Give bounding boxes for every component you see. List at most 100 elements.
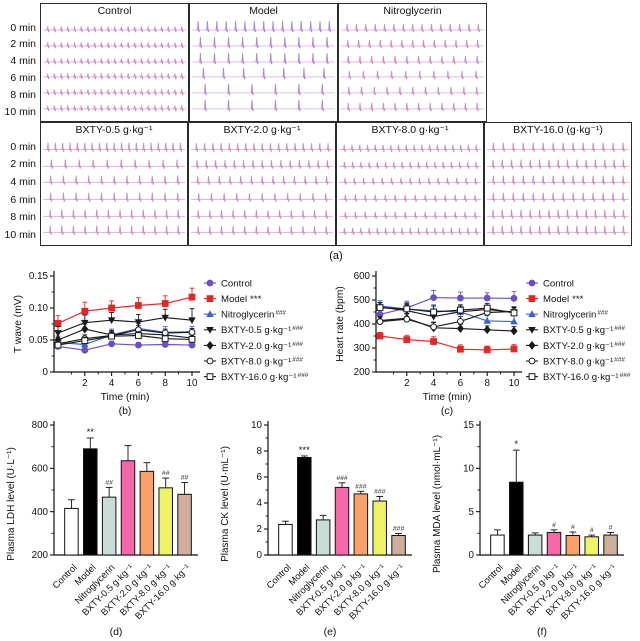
ecg-box-title: BXTY-8.0 g·kg⁻¹ [371, 124, 449, 136]
significance-mark: # [552, 522, 556, 529]
bar-bxty-2.0-g-kg-: # [565, 524, 581, 556]
marker-circle-icon [528, 279, 536, 287]
ecg-spikes [196, 20, 332, 33]
ecg-spikes [49, 175, 180, 186]
series-model [376, 331, 518, 354]
y-tick-label: 600 [32, 464, 49, 475]
legend-sig: ### [275, 310, 286, 317]
bar-nitroglycerin [527, 532, 543, 556]
legend-label: BXTY-16.0 g·kg⁻¹### [543, 372, 631, 383]
marker-circle-icon [430, 323, 437, 331]
y-tick-label: 200 [354, 367, 371, 378]
series-bxty-16.0-g-kg- [54, 331, 196, 349]
series-nitroglycerin [54, 322, 196, 348]
y-tick-label: 0 [469, 550, 475, 561]
marker-square-icon [376, 332, 384, 340]
x-axis-label: Time (min) [101, 392, 150, 403]
ecg-spikes [198, 36, 330, 49]
legend-entry: Nitroglycerin### [204, 310, 286, 321]
panel-label: (d) [110, 626, 123, 638]
ecg-trace [43, 192, 185, 202]
marker-square-icon [457, 345, 464, 353]
bar-bxty-0.5-g-kg-: # [546, 522, 562, 556]
significance-mark: ### [355, 483, 367, 490]
ecg-box-title: Model [249, 5, 278, 17]
ecg-spikes [196, 226, 329, 236]
ecg-spikes [343, 178, 478, 186]
series-control [376, 289, 518, 318]
y-tick-label: 6 [257, 472, 263, 483]
bar [603, 534, 618, 556]
bar-bxty-2.0-g-kg- [139, 462, 155, 556]
bar [584, 536, 599, 556]
bar [83, 448, 98, 556]
marker-square-icon [54, 341, 62, 349]
marker-square-icon [457, 306, 464, 314]
significance-mark: ## [105, 479, 113, 486]
bar-control [278, 520, 293, 556]
bar [334, 486, 350, 556]
bar-bxty-0.5-g-kg-: ### [334, 475, 350, 556]
panel-c-linechart-heartrate: 200 300 400 500 600 2 4 6 8 10 Heart rate (bpm) Tim… [330, 266, 640, 421]
series-line [379, 310, 515, 328]
ecg-spikes [203, 100, 325, 112]
series-control [54, 340, 196, 354]
significance-mark: ### [374, 489, 386, 496]
marker-diamond-icon [81, 324, 89, 334]
marker-triangle-icon [206, 310, 214, 318]
y-tick-label: 600 [354, 271, 371, 282]
bar-control [64, 499, 79, 556]
marker-triangle-down-icon [206, 326, 214, 334]
bar [353, 493, 369, 556]
ecg-box-title: BXTY-16.0 (g·kg⁻¹) [513, 124, 603, 136]
y-tick-label: 200 [32, 550, 49, 561]
y-axis-label: Plasma LDH level (U·L⁻¹) [6, 447, 17, 561]
significance-mark: *** [299, 445, 310, 456]
ecg-trace [43, 89, 186, 96]
legend-label: BXTY-2.0 g·kg⁻¹### [543, 341, 625, 352]
legend-entry: Control [204, 278, 252, 289]
bar-bxty-8.0-g-kg-: # [584, 527, 599, 556]
marker-square-icon [81, 307, 89, 315]
y-tick-label: 0.15 [29, 271, 49, 282]
marker-triangle-icon [483, 316, 491, 324]
marker-circle-icon [528, 357, 536, 365]
ecg-trace [487, 175, 629, 186]
ecg-trace [43, 175, 185, 186]
legend-label: BXTY-16.0 g·kg⁻¹### [221, 372, 309, 383]
legend-sig: ### [292, 341, 303, 348]
ecg-trace [191, 159, 333, 169]
marker-square-icon [403, 336, 411, 343]
marker-triangle-icon [510, 317, 518, 325]
bar-model: * [509, 439, 524, 556]
ecg-spikes [343, 211, 478, 219]
category-label: Control [51, 562, 79, 590]
ecg-trace [339, 227, 481, 236]
ecg-spikes [342, 161, 479, 169]
bar [315, 519, 331, 556]
legend-entry: Nitroglycerin### [526, 310, 608, 321]
ecg-spikes [342, 144, 479, 152]
legend-label: BXTY-8.0 g·kg⁻¹### [221, 356, 303, 367]
marker-square-icon [206, 295, 214, 303]
marker-triangle-down-icon [81, 319, 89, 327]
legend-entry: Model *** [526, 294, 584, 305]
barchart-f-svg: 0 5 10 15 Plasma MDA level (nmol·mL⁻¹) Contro… [432, 420, 624, 638]
bar-bxty-16.0-g-kg-: ### [391, 526, 406, 556]
ecg-spikes [46, 142, 183, 152]
series-bxty-16.0-g-kg- [376, 302, 518, 317]
bar [391, 535, 406, 556]
ecg-time-label: 10 min [4, 228, 36, 241]
ecg-trace [192, 36, 335, 49]
marker-triangle-icon [528, 310, 536, 318]
bar-model: *** [297, 445, 312, 556]
bar [139, 470, 155, 556]
marker-square-icon [135, 332, 142, 339]
ecg-spikes [491, 142, 626, 152]
legend-label: BXTY-8.0 g·kg⁻¹### [543, 356, 625, 367]
legend-sig: ### [597, 310, 608, 317]
significance-mark: ** [87, 427, 95, 438]
panel-label: (f) [537, 626, 547, 638]
series-bxty-0.5-g-kg- [54, 308, 196, 337]
